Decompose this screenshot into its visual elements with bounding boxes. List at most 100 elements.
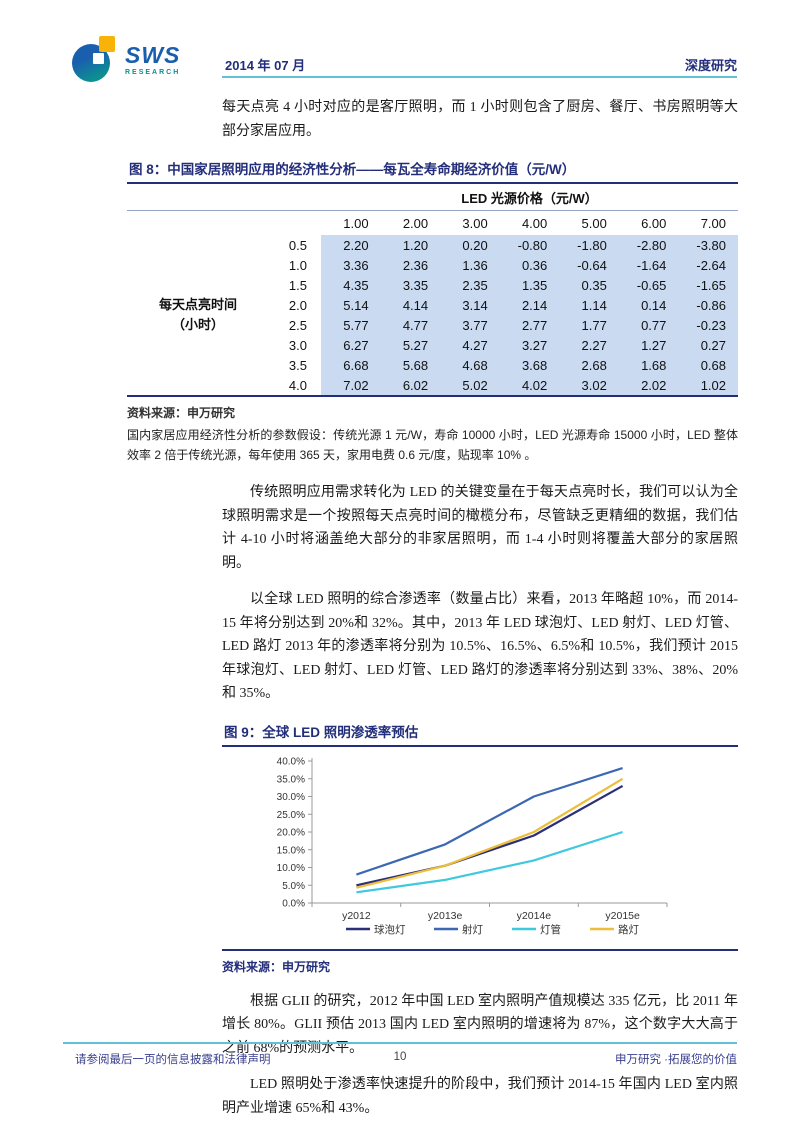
logo-notch-shape: [93, 53, 104, 64]
footer-disclaimer: 请参阅最后一页的信息披露和法律声明: [75, 1054, 271, 1066]
header-date: 2014 年 07 月: [225, 58, 306, 73]
y-axis-label: 40.0%: [277, 756, 305, 767]
y-axis-label: 0.0%: [282, 898, 305, 909]
x-axis-label: y2014e: [517, 910, 552, 922]
value-cell: 5.77: [321, 315, 381, 335]
table-row: 每天点亮时间 （小时） 0.5 2.20 1.20 0.20 -0.80 -1.80 -2.80…: [127, 235, 738, 332]
value-cell: 0.36: [499, 255, 560, 275]
value-cell: 0.77: [618, 315, 679, 335]
legend-label: 射灯: [462, 923, 483, 936]
value-cell: 3.68: [499, 355, 560, 375]
body-paragraph-3: 以全球 LED 照明的综合渗透率（数量占比）来看，2013 年略超 10%，而 …: [222, 592, 738, 701]
column-header: 2.00: [402, 215, 429, 231]
table-row: 2.5 5.77 4.77 3.77 2.77 1.77 0.77 -0.23: [127, 315, 738, 335]
column-header: 1.00: [343, 215, 369, 231]
page-footer: 请参阅最后一页的信息披露和法律声明 10 申万研究 ·拓展您的价值: [63, 1042, 737, 1067]
value-cell: 4.68: [440, 355, 500, 375]
table-header-row: 1.00 2.00 3.00 4.00 5.00 6.00 7.00: [127, 211, 738, 236]
value-cell: 5.02: [440, 375, 500, 396]
logo-sub-text: RESEARCH: [125, 69, 181, 76]
figure9-source: 资料来源：申万研究: [222, 959, 331, 974]
chart-line-球泡灯: [356, 784, 624, 886]
figure-8: 图 8：中国家居照明应用的经济性分析——每瓦全寿命期经济价值（元/W） LED …: [127, 156, 738, 465]
figure8-table: LED 光源价格（元/W） 1.00 2.00 3.00 4.00 5.00 6.00 7.…: [127, 184, 738, 397]
table-row: 1.5 4.35 3.35 2.35 1.35 0.35 -0.65 -1.65: [127, 275, 738, 295]
figure-9: 图 9：全球 LED 照明渗透率预估 0.0% 5.0% 10.0% 15.0% 20.…: [222, 719, 738, 975]
value-cell: -2.64: [678, 255, 738, 275]
figure8-note: 国内家居应用经济性分析的参数假设：传统光源 1 元/W，寿命 10000 小时，…: [127, 428, 738, 462]
table-row: 3.5 6.68 5.68 4.68 3.68 2.68 1.68 0.68: [127, 355, 738, 375]
value-cell: 0.68: [678, 355, 738, 375]
value-cell: 1.68: [618, 355, 679, 375]
hours-cell: 1.5: [288, 277, 307, 293]
value-cell: 1.14: [559, 295, 619, 315]
header-doc-type: 深度研究: [684, 58, 737, 73]
chart-line-射灯: [356, 766, 623, 876]
value-cell: 4.27: [440, 335, 500, 355]
led-penetration-line-chart: 0.0% 5.0% 10.0% 15.0% 20.0% 25.0% 30.0% 35.0% 40…: [277, 756, 668, 936]
column-header: 6.00: [641, 215, 667, 231]
hours-cell: 3.5: [288, 357, 307, 373]
y-axis-label: 20.0%: [277, 827, 305, 838]
value-cell: -1.65: [678, 275, 738, 295]
table-row: 2.0 5.14 4.14 3.14 2.14 1.14 0.14 -0.86: [127, 295, 738, 315]
value-cell: 3.77: [440, 315, 500, 335]
chart-line-灯管: [356, 830, 623, 893]
sws-logo: SWS RESEARCH: [72, 34, 180, 86]
logo-brand-text: SWS: [125, 42, 181, 68]
page-number: 10: [393, 1051, 407, 1063]
y-axis-label: 15.0%: [277, 845, 305, 856]
hours-cell: 2.5: [288, 317, 307, 333]
main-content: 每天点亮 4 小时对应的是客厅照明，而 1 小时则包含了厨房、餐厅、书房照明等大…: [127, 96, 738, 1132]
value-cell: 2.27: [559, 335, 619, 355]
table-row: 1.0 3.36 2.36 1.36 0.36 -0.64 -1.64 -2.64: [127, 255, 738, 275]
footer-slogan: 申万研究 ·拓展您的价值: [614, 1054, 737, 1066]
figure8-title: 图 8：中国家居照明应用的经济性分析——每瓦全寿命期经济价值（元/W）: [127, 156, 738, 184]
column-header: 4.00: [521, 215, 548, 231]
table-spacer-cell: [127, 211, 321, 236]
value-cell: 1.27: [618, 335, 679, 355]
value-cell: 3.36: [321, 255, 381, 275]
value-cell: 1.20: [380, 235, 441, 255]
x-axis-label: y2015e: [605, 910, 640, 922]
value-cell: -3.80: [678, 235, 738, 255]
table-row-group-header: 每天点亮时间 （小时）: [158, 297, 237, 332]
table-row: 4.0 7.02 6.02 5.02 4.02 3.02 2.02 1.02: [127, 375, 738, 396]
value-cell: 3.14: [440, 295, 500, 315]
value-cell: 0.35: [559, 275, 619, 295]
logo-square-shape: [99, 36, 115, 52]
value-cell: 4.14: [380, 295, 441, 315]
legend-label: 路灯: [618, 923, 639, 936]
table-group-header-row: LED 光源价格（元/W）: [127, 184, 738, 211]
value-cell: 1.02: [678, 375, 738, 396]
legend-label: 灯管: [540, 923, 561, 936]
value-cell: -1.80: [559, 235, 619, 255]
hours-cell: 4.0: [288, 377, 307, 393]
value-cell: 2.36: [380, 255, 441, 275]
table-spacer-cell: [127, 184, 321, 211]
hours-cell: 2.0: [288, 297, 307, 313]
value-cell: 2.20: [321, 235, 381, 255]
value-cell: 1.35: [499, 275, 560, 295]
value-cell: 6.68: [321, 355, 381, 375]
y-axis-label: 5.0%: [282, 880, 305, 891]
value-cell: 5.14: [321, 295, 381, 315]
value-cell: 5.27: [380, 335, 441, 355]
figure8-source: 资料来源：申万研究: [127, 406, 236, 420]
value-cell: 6.02: [380, 375, 441, 396]
value-cell: -1.64: [618, 255, 679, 275]
value-cell: 4.35: [321, 275, 381, 295]
value-cell: -0.64: [559, 255, 619, 275]
column-header: 7.00: [700, 215, 726, 231]
logo-text: SWS RESEARCH: [125, 42, 181, 77]
hours-cell: 3.0: [288, 337, 307, 353]
figure9-bottom-rule: [222, 948, 738, 951]
table-column-group-header: LED 光源价格（元/W）: [321, 184, 738, 211]
y-axis-label: 35.0%: [277, 774, 305, 785]
value-cell: -0.65: [618, 275, 679, 295]
y-axis-label: 10.0%: [277, 863, 305, 874]
hours-cell: 1.0: [288, 257, 307, 273]
sws-logo-icon: [72, 34, 118, 86]
y-axis-label: 30.0%: [277, 792, 305, 803]
